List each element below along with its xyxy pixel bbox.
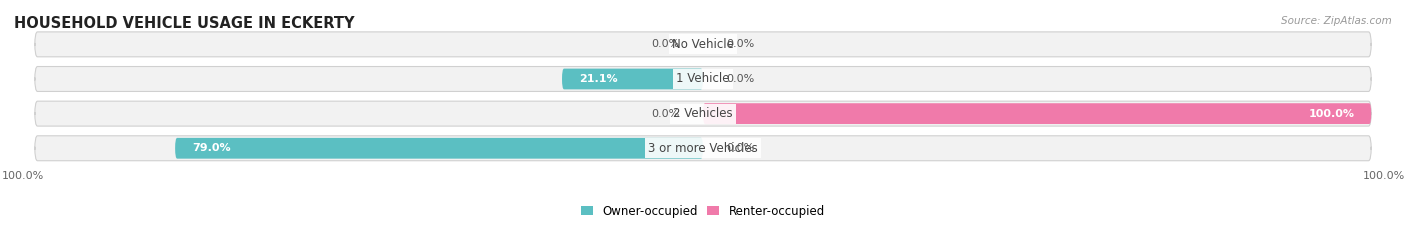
Text: Source: ZipAtlas.com: Source: ZipAtlas.com [1281,16,1392,26]
FancyBboxPatch shape [562,69,703,89]
FancyBboxPatch shape [35,32,1371,57]
Text: 0.0%: 0.0% [727,74,755,84]
Text: 79.0%: 79.0% [191,143,231,153]
Text: 21.1%: 21.1% [579,74,617,84]
Text: 0.0%: 0.0% [651,109,679,119]
Text: 100.0%: 100.0% [1309,109,1354,119]
Text: No Vehicle: No Vehicle [672,38,734,51]
FancyBboxPatch shape [176,138,703,159]
Text: 100.0%: 100.0% [1362,171,1405,181]
Text: 100.0%: 100.0% [1,171,44,181]
Text: 2 Vehicles: 2 Vehicles [673,107,733,120]
Text: 0.0%: 0.0% [727,39,755,49]
FancyBboxPatch shape [35,66,1371,91]
FancyBboxPatch shape [703,103,1371,124]
Text: HOUSEHOLD VEHICLE USAGE IN ECKERTY: HOUSEHOLD VEHICLE USAGE IN ECKERTY [14,16,354,31]
FancyBboxPatch shape [35,136,1371,161]
Text: 0.0%: 0.0% [651,39,679,49]
FancyBboxPatch shape [35,101,1371,126]
Text: 3 or more Vehicles: 3 or more Vehicles [648,142,758,155]
Text: 0.0%: 0.0% [727,143,755,153]
Legend: Owner-occupied, Renter-occupied: Owner-occupied, Renter-occupied [581,205,825,218]
Text: 1 Vehicle: 1 Vehicle [676,73,730,85]
